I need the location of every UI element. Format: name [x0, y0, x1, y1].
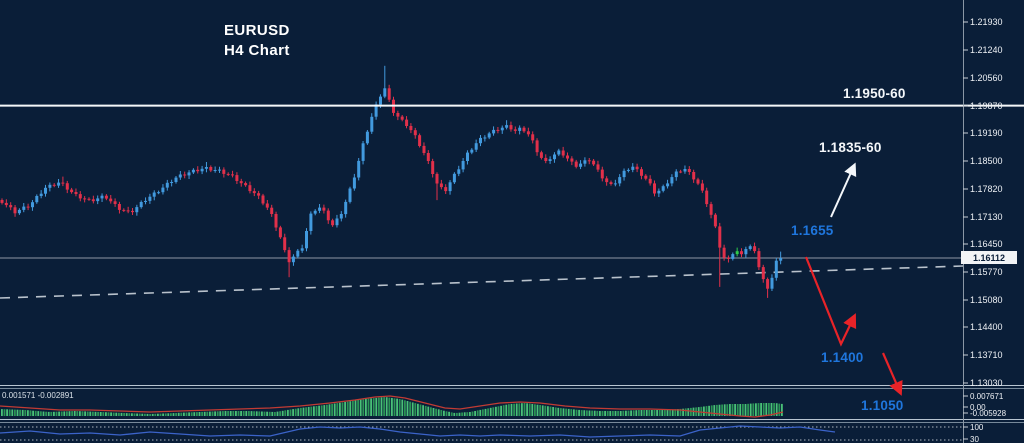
- pane-separators: [0, 385, 1024, 423]
- chart-title: EURUSD H4 Chart: [224, 21, 290, 61]
- axis-label: 0.007671: [970, 392, 1004, 401]
- axis-label: 1.18500: [970, 156, 1003, 166]
- axis-label: 1.21930: [970, 17, 1003, 27]
- current-price-tag: 1.16112: [961, 251, 1017, 264]
- axis-label: 1.20560: [970, 73, 1003, 83]
- axis-label: 1.16450: [970, 239, 1003, 249]
- chart-title-timeframe: H4 Chart: [224, 42, 290, 59]
- axis-label: 1.14400: [970, 322, 1003, 332]
- axis-label: 1.13030: [970, 378, 1003, 388]
- macd-histogram: [1, 397, 783, 416]
- axis-label: 1.19870: [970, 101, 1003, 111]
- candlestick-series: [0, 65, 783, 298]
- axis-label: 1.21240: [970, 45, 1003, 55]
- annotation-resistance-zone: 1.1950-60: [843, 86, 906, 101]
- annotation-arrows: [804, 162, 903, 396]
- axis-label: 1.19190: [970, 128, 1003, 138]
- axis-label: 1.15770: [970, 267, 1003, 277]
- annotation-breakout-target: 1.1835-60: [819, 140, 882, 155]
- annotation-current-level: 1.1655: [791, 223, 834, 238]
- annotation-downside-target-2: 1.1050: [861, 398, 904, 413]
- axis-label: 100: [970, 423, 984, 432]
- dashed-trendline: [0, 265, 964, 299]
- chart-title-symbol: EURUSD: [224, 22, 290, 39]
- macd-signal-line: [0, 395, 784, 418]
- macd-current-values: 0.001571 -0.002891: [2, 391, 74, 400]
- white-up-arrow: [830, 162, 857, 218]
- axis-label: 1.15080: [970, 295, 1003, 305]
- axis-label: -0.005928: [970, 409, 1007, 418]
- stochastic-line: [0, 425, 836, 438]
- axis-label: 1.17820: [970, 184, 1003, 194]
- red-down-arrow: [881, 352, 903, 396]
- red-zigzag-arrow: [804, 256, 857, 347]
- annotation-downside-target-1: 1.1400: [821, 350, 864, 365]
- axis-label: 1.17130: [970, 212, 1003, 222]
- axis-label: 1.13710: [970, 350, 1003, 360]
- price-axis: 1.21930 1.21240 1.20560 1.19870 1.19190 1.185…: [963, 17, 1007, 443]
- axis-label: 0.00: [970, 403, 986, 412]
- axis-label: 30: [970, 435, 979, 443]
